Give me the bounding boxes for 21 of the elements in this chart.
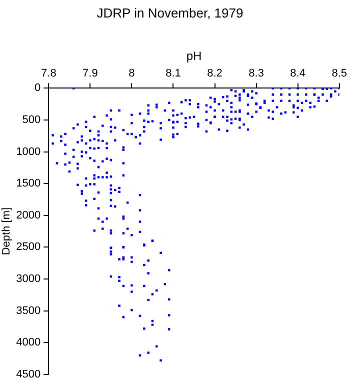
y-tick-label: 0 <box>34 82 41 94</box>
x-tick-label: 8.2 <box>207 68 222 80</box>
x-tick-label: 8 <box>128 68 135 80</box>
y-tick-label: 500 <box>22 114 41 126</box>
y-tick-label: 2000 <box>16 209 41 222</box>
x-tick-label: 8.5 <box>332 68 348 80</box>
y-tick-label: 3000 <box>16 273 41 286</box>
y-tick-label: 4500 <box>16 368 41 380</box>
y-axis-title: Depth [m] <box>0 207 13 256</box>
y-tick-label: 1000 <box>16 146 41 158</box>
chart-title: JDRP in November, 1979 <box>96 5 244 20</box>
x-tick-label: 8.1 <box>166 68 181 80</box>
x-tick-label: 8.3 <box>248 68 264 80</box>
x-tick-label: 7.8 <box>41 68 56 80</box>
y-tick-label: 1500 <box>16 178 41 190</box>
y-tick-label: 2500 <box>16 241 41 254</box>
x-tick-label: 8.4 <box>290 68 306 80</box>
y-tick-label: 3500 <box>16 304 41 317</box>
x-tick-label: 7.9 <box>82 68 98 80</box>
x-axis-title: pH <box>186 49 202 64</box>
y-tick-label: 4000 <box>16 336 41 349</box>
